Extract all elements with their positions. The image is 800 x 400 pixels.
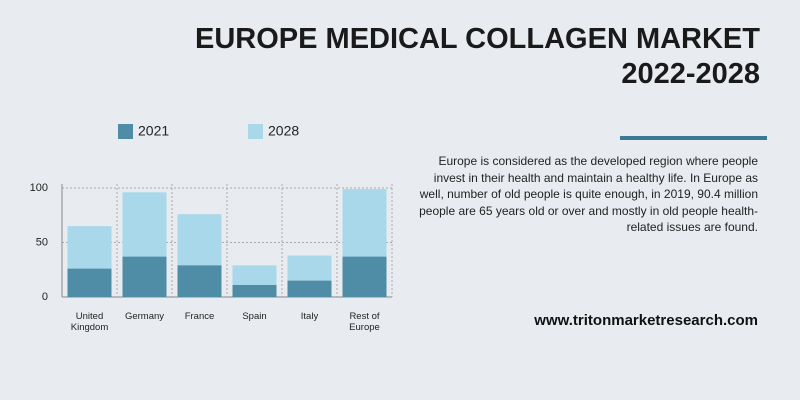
bar bbox=[287, 280, 332, 297]
legend-swatch bbox=[118, 124, 133, 139]
description: Europe is considered as the developed re… bbox=[419, 154, 758, 234]
legend-label: 2028 bbox=[268, 123, 299, 139]
x-tick-label: United Kingdom bbox=[70, 311, 109, 333]
legend-swatch bbox=[248, 124, 263, 139]
y-tick-label: 100 bbox=[30, 182, 48, 194]
x-tick-label: France bbox=[184, 311, 215, 322]
legend-label: 2021 bbox=[138, 123, 169, 139]
x-tick-label: Spain bbox=[242, 311, 267, 322]
x-tick-label: Germany bbox=[124, 311, 165, 322]
title: EUROPE MEDICAL COLLAGEN MARKET 2022-2028 bbox=[195, 23, 760, 90]
x-tick-label: Italy bbox=[300, 311, 319, 322]
website: www.tritonmarketresearch.com bbox=[534, 312, 758, 329]
bar bbox=[177, 265, 222, 297]
bar bbox=[122, 256, 167, 297]
bar bbox=[342, 256, 387, 297]
y-tick-label: 0 bbox=[42, 291, 48, 303]
x-tick-label: Rest of Europe bbox=[349, 311, 380, 333]
bar bbox=[67, 268, 112, 297]
y-tick-label: 50 bbox=[36, 236, 48, 248]
accent-rule bbox=[620, 136, 767, 140]
bar bbox=[232, 285, 277, 297]
